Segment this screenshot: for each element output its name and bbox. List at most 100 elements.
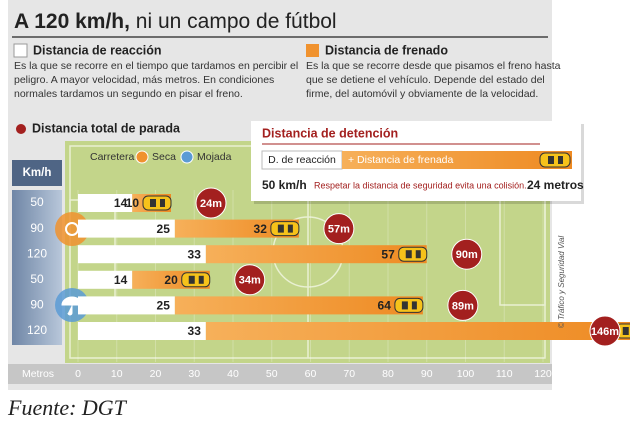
category-label: 90 [30,298,44,312]
reaction-label: 25 [157,222,171,236]
car-window [415,250,421,259]
category-label: 90 [30,221,44,235]
x-tick-label: 110 [496,368,513,380]
reaction-desc: Es la que se recorre en el tiempo que ta… [14,60,298,72]
reaction-swatch [13,43,28,58]
braking-label: 20 [164,273,178,287]
total-label: 34m [239,275,261,287]
rain-icon [180,150,194,164]
reaction-bar [78,270,133,289]
total-circle [589,315,621,347]
braking-desc: Es la que se recorre desde que pisamos e… [306,60,561,72]
credit: © Tráfico y Seguridad Vial [557,236,566,329]
box-reaction-label: D. de reacción [268,154,336,166]
braking-label: 57 [381,247,395,261]
braking-swatch [306,44,319,57]
car-window [401,301,408,310]
reaction-label: 25 [157,299,171,313]
total-circle [234,264,266,296]
kmh-header-box [12,160,62,186]
braking-bar [205,322,630,340]
group-label: Carretera [90,151,135,163]
sun-icon [135,150,149,164]
reaction-bar [78,245,206,264]
total-circle [451,238,483,270]
x-tick-label: 40 [227,368,239,380]
car-body [270,221,300,237]
x-tick-label: 120 [534,368,552,380]
x-tick-label: 80 [382,368,394,380]
braking-label: 64 [378,299,392,313]
total-label: 57m [328,224,350,236]
axis-strip [8,364,552,384]
group-wet: Mojada [197,151,232,163]
title-bold: A 120 km/h, [14,10,130,33]
footer: Fuente: DGT [7,395,128,420]
box-speed: 50 km/h [262,178,307,192]
total-dot [16,124,26,134]
braking-bar [174,219,299,238]
braking-desc: que se detiene el vehículo. Depende del … [306,74,545,86]
car-window [287,224,293,233]
braking-label: 10 [126,196,140,210]
reaction-bar [78,296,175,315]
car [398,246,428,262]
x-tick-label: 30 [188,368,200,380]
x-tick-label: 70 [343,368,355,380]
car-window [198,275,204,284]
title: A 120 km/h, ni un campo de fútbol [14,10,337,33]
box-braking [342,151,572,169]
car [142,195,172,211]
car [270,221,300,237]
braking-label: 32 [254,222,268,236]
total-circle [323,213,355,245]
total-circle [447,289,479,321]
detention-box: Distancia de detención D. de reacción + … [251,121,584,204]
reaction-label: 33 [188,247,202,261]
reaction-desc: peligro. A mayor velocidad, más metros. … [14,74,274,86]
reaction-bar [78,219,175,238]
car-window [188,275,195,284]
reaction-label: 33 [188,324,202,338]
box-braking-label: + Distancia de frenada [348,154,454,166]
car-window [277,224,284,233]
x-tick-label: 100 [457,368,475,380]
category-label: 120 [27,246,47,260]
total-label: 89m [452,300,474,312]
car-window [411,301,417,310]
total-circle [195,187,227,219]
reaction-label: 14 [114,273,128,287]
total-label: 90m [456,249,478,261]
x-tick-label: 60 [305,368,317,380]
car-window [405,250,412,259]
reaction-desc: normales tardamos un segundo en pisar el… [14,88,243,100]
kmh-column [12,190,62,345]
reaction-bar [78,194,133,212]
car-body [181,272,211,288]
reaction-bar [78,322,206,340]
x-tick-label: 50 [266,368,278,380]
x-tick-label: 0 [75,368,81,380]
total-heading: Distancia total de parada [32,121,181,135]
reaction-heading: Distancia de reacción [33,43,162,57]
category-label: 120 [27,323,47,337]
category-label: 50 [30,272,44,286]
group-dry: Seca [152,151,176,163]
car [394,297,424,313]
reaction-label: 14 [114,196,128,210]
car-window [160,199,165,207]
car-window [150,199,156,207]
box-result: 24 metros [527,178,584,192]
braking-bar [205,245,427,264]
x-tick-label: 10 [111,368,123,380]
braking-bar [174,296,423,315]
x-tick-label: 20 [150,368,162,380]
braking-desc: firme, del automóvil y obviamente de la … [306,88,538,100]
car-body [394,297,424,313]
box-title: Distancia de detención [262,126,398,140]
total-label: 146m [591,326,619,338]
total-label: 24m [200,198,222,210]
x-axis-label: Metros [22,368,54,380]
title-rest: ni un campo de fútbol [136,10,337,33]
